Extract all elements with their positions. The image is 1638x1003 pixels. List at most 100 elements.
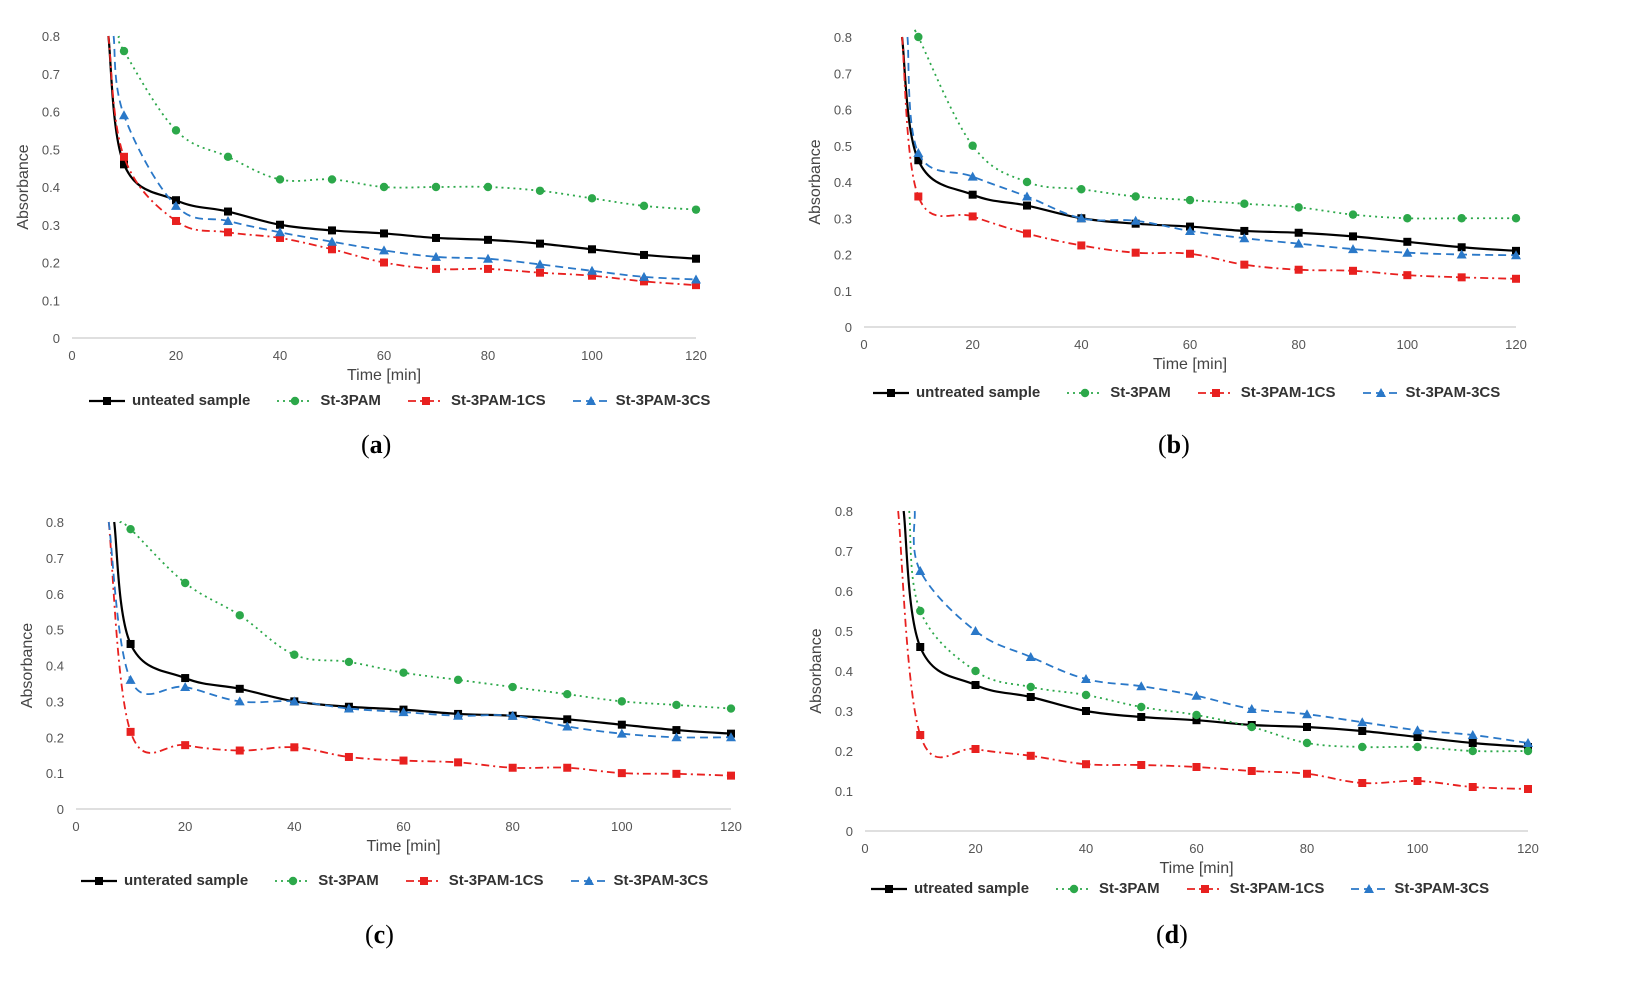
- series-line: [107, 35, 697, 287]
- y-tick-label: 0.2: [835, 744, 853, 759]
- data-point: [588, 245, 596, 254]
- data-point: [617, 720, 626, 729]
- data-point: [692, 254, 700, 263]
- data-point: [172, 196, 180, 205]
- y-tick-label: 0.3: [42, 218, 60, 233]
- y-axis-label: Absorbance: [15, 144, 32, 229]
- y-tick-label: 0: [57, 802, 64, 817]
- data-point: [1131, 192, 1140, 201]
- data-point: [483, 182, 493, 192]
- legend-item: St-3PAM-3CS: [572, 392, 710, 409]
- data-point: [968, 190, 977, 199]
- series-st-3pam-1cs: [107, 35, 700, 290]
- data-point: [1082, 760, 1090, 769]
- chart-plot-b: 0 0.1 0.2 0.3 0.4 0.5 0.6 0.7 0.8 0 20 40 60 80 100 120…: [807, 27, 1527, 373]
- y-tick-label: 0.2: [46, 730, 64, 745]
- data-point: [275, 175, 285, 184]
- data-point: [1294, 203, 1303, 212]
- series-st-3pam: [116, 35, 701, 214]
- y-tick-label: 0.6: [42, 105, 60, 120]
- y-tick-label: 0.7: [46, 551, 64, 566]
- data-point: [1026, 751, 1035, 760]
- data-point: [672, 726, 681, 735]
- data-point: [536, 239, 544, 248]
- data-point: [672, 769, 681, 778]
- legend-marker: [1364, 883, 1375, 893]
- data-point: [484, 264, 492, 273]
- legend-label: St-3PAM: [320, 392, 381, 409]
- data-point: [1294, 265, 1303, 274]
- legend-label: St-3PAM: [1110, 384, 1171, 401]
- series-line: [107, 521, 732, 777]
- x-tick-label: 80: [1300, 841, 1314, 856]
- x-tick-label: 20: [178, 819, 192, 834]
- legend-swatch: [89, 396, 125, 405]
- data-point: [692, 281, 700, 290]
- legend-swatch: [81, 876, 117, 885]
- data-point: [1077, 185, 1086, 194]
- x-axis-label: Time [min]: [347, 367, 421, 384]
- chart-plot-a: 0 0.1 0.2 0.3 0.4 0.5 0.6 0.7 0.8 0 20 40 60 80 100 120…: [15, 29, 707, 384]
- legend-marker: [1081, 388, 1090, 397]
- data-point: [914, 156, 923, 165]
- data-point: [120, 160, 128, 169]
- legend-a: unteated sample St-3PAM St-3PAM-1CS St-3PAM…: [88, 392, 736, 409]
- data-point: [1468, 783, 1477, 791]
- x-tick-label: 60: [1189, 841, 1203, 856]
- data-point: [1348, 210, 1358, 219]
- data-point: [125, 674, 136, 684]
- data-point: [119, 46, 129, 56]
- data-point: [224, 228, 232, 237]
- chart-panel-d: 0 0.1 0.2 0.3 0.4 0.5 0.6 0.7 0.8 0 20 40 60 80 100 120…: [800, 490, 1638, 960]
- legend-swatch: [1351, 883, 1388, 893]
- data-point: [399, 756, 408, 765]
- series-line: [908, 510, 1529, 753]
- y-tick-label: 0: [53, 331, 60, 346]
- series-st-3pam-3cs: [112, 35, 701, 284]
- data-point: [1457, 243, 1466, 252]
- chart-panel-a: 0 0.1 0.2 0.3 0.4 0.5 0.6 0.7 0.8 0 20 40 60 80 100 120…: [0, 0, 800, 459]
- legend-swatch: [407, 396, 444, 405]
- data-point: [671, 732, 682, 742]
- series-st-3pam-1cs: [897, 510, 1532, 793]
- legend-marker: [1069, 884, 1079, 893]
- data-point: [916, 731, 925, 739]
- y-tick-label: 0.4: [46, 659, 64, 674]
- series-line: [902, 510, 1529, 749]
- y-tick-label: 0.6: [835, 584, 853, 599]
- data-point: [691, 205, 701, 214]
- data-point: [1192, 716, 1201, 725]
- y-tick-label: 0.5: [835, 624, 853, 639]
- data-point: [1022, 177, 1032, 187]
- series-line: [897, 510, 1529, 790]
- data-point: [968, 141, 977, 150]
- data-point: [379, 182, 389, 192]
- data-point: [1348, 244, 1358, 254]
- legend-marker: [95, 876, 103, 885]
- data-point: [616, 728, 627, 738]
- data-point: [1076, 213, 1087, 223]
- data-point: [1511, 250, 1521, 260]
- data-point: [432, 264, 440, 273]
- data-point: [181, 674, 190, 683]
- legend-marker: [419, 876, 428, 885]
- y-axis-label: Absorbance: [807, 139, 824, 224]
- x-tick-label: 100: [1407, 841, 1429, 856]
- legend-swatch: [405, 876, 442, 885]
- series-st-3pam-1cs: [107, 521, 735, 780]
- data-point: [276, 220, 284, 229]
- data-point: [1294, 228, 1303, 237]
- legend-c: unterated sample St-3PAM St-3PAM-1CS St-3PA…: [80, 872, 734, 889]
- legend-b: untreated sample St-3PAM St-3PAM-1CS St-3PA…: [872, 384, 1526, 401]
- legend-label: St-3PAM-1CS: [450, 392, 546, 409]
- series-line: [107, 35, 697, 260]
- data-point: [1403, 271, 1412, 280]
- legend-label: untreated sample: [916, 384, 1041, 401]
- data-point: [180, 578, 190, 588]
- data-point: [1246, 704, 1257, 713]
- data-point: [915, 566, 926, 575]
- data-point: [380, 258, 388, 267]
- legend-swatch: [1186, 884, 1223, 893]
- legend-label: unterated sample: [124, 872, 249, 889]
- data-point: [1022, 191, 1032, 201]
